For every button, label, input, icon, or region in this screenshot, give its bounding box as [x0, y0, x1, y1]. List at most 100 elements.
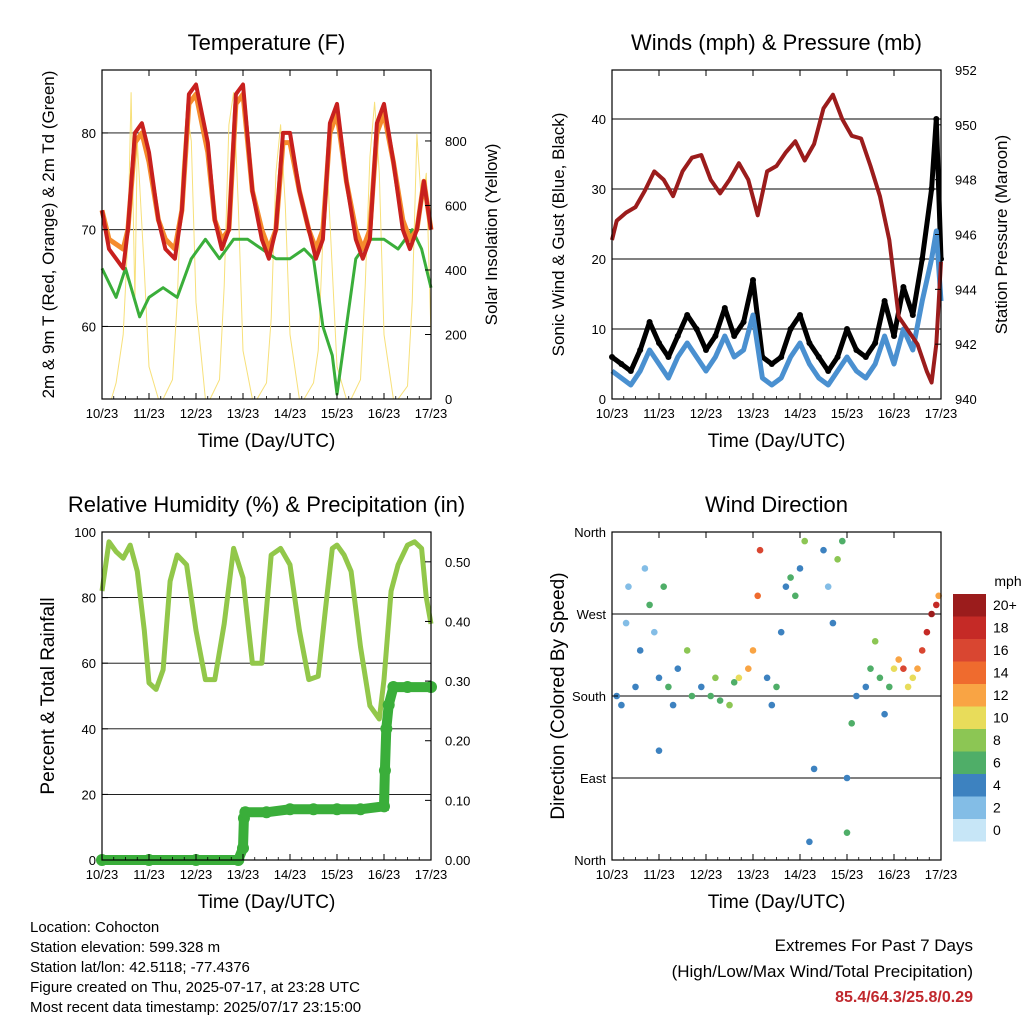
x-tick-label: 15/23	[321, 406, 354, 421]
wind-direction-point	[876, 674, 884, 682]
wind-direction-point	[862, 683, 870, 691]
precipitation-point	[284, 803, 296, 816]
wind-direction-point	[707, 692, 714, 700]
y-tick-label: 30	[592, 182, 606, 197]
y-tick-label: South	[572, 689, 606, 704]
wind-direction-point	[787, 574, 794, 581]
wind-direction-point	[909, 674, 917, 682]
wind-direction-point	[881, 710, 888, 718]
wind-direction-point	[820, 546, 827, 554]
wind-direction-point	[886, 683, 893, 691]
y-tick-label: 100	[74, 525, 96, 540]
y2-tick-label: 950	[955, 118, 977, 133]
y2-tick-label: 400	[445, 263, 467, 278]
gust-line	[610, 116, 944, 374]
legend-label: 14	[993, 665, 1009, 681]
wind-direction-point	[768, 701, 776, 709]
y-tick-label: North	[574, 525, 606, 540]
wind-direction-point	[674, 665, 682, 672]
y2-tick-label: 0.20	[445, 734, 470, 749]
precipitation-point	[260, 806, 273, 819]
x-tick-label: 11/23	[133, 867, 165, 882]
dewpoint-line	[100, 228, 433, 396]
wind-direction-point	[756, 546, 764, 554]
legend-label: 2	[993, 800, 1001, 816]
x-tick-label: 14/23	[274, 406, 307, 421]
wind-direction-point	[848, 720, 855, 727]
x-tick-label: 15/23	[321, 867, 354, 882]
wind-direction-point	[622, 619, 630, 627]
y-tick-label: 80	[82, 591, 96, 606]
wind-direction-point	[796, 565, 804, 572]
wind-direction-point	[935, 592, 942, 600]
y-tick-label: 60	[82, 656, 96, 671]
y2-tick-label: 0.10	[445, 793, 470, 808]
x-tick-label: 16/23	[368, 867, 401, 882]
legend-swatch	[953, 706, 986, 729]
y-tick-label: 10	[592, 322, 606, 337]
recent-data-text: Most recent data timestamp: 2025/07/17 2…	[30, 999, 362, 1016]
wind-direction-point	[900, 665, 907, 672]
wind-direction-point	[914, 665, 921, 672]
precipitation-point	[237, 842, 249, 855]
legend-label: 10	[993, 710, 1009, 726]
y2-tick-label: 952	[955, 63, 977, 78]
legend-swatch	[953, 684, 986, 707]
y2-tick-label: 200	[445, 327, 467, 342]
y-tick-label: 80	[82, 126, 96, 141]
legend-swatch	[953, 594, 986, 617]
x-tick-label: 13/23	[737, 406, 770, 421]
wind-direction-point	[730, 679, 738, 686]
y-tick-label: 40	[82, 722, 96, 737]
legend-swatch	[953, 639, 986, 662]
wind-direction-point	[923, 628, 931, 636]
wind-direction-point	[726, 701, 733, 709]
x-tick-label: 12/23	[690, 406, 723, 421]
legend-label: 8	[993, 732, 1001, 748]
x-tick-label: 15/23	[831, 406, 864, 421]
created-text: Figure created on Thu, 2025-07-17, at 23…	[30, 979, 360, 996]
legend-swatch	[953, 729, 986, 752]
precipitation-point	[239, 806, 252, 819]
wind-direction-point	[933, 601, 940, 609]
precipitation-point	[331, 803, 343, 816]
y-tick-label: 40	[592, 112, 606, 127]
legend-swatch	[953, 819, 986, 842]
x-tick-label: 13/23	[227, 406, 260, 421]
y-tick-label: 60	[82, 319, 96, 334]
humidity-ylabel: Percent & Total Rainfall	[38, 597, 59, 794]
precipitation-point	[307, 803, 320, 816]
legend-swatch	[953, 796, 986, 819]
x-tick-label: 10/23	[596, 867, 629, 882]
precipitation-point	[380, 722, 393, 735]
temperature-title: Temperature (F)	[188, 30, 346, 55]
wind-direction-point	[824, 583, 832, 590]
wind-direction-point	[688, 692, 696, 700]
winds-xlabel: Time (Day/UTC)	[708, 431, 846, 452]
wind-direction-point	[712, 674, 719, 682]
legend-label: 0	[993, 822, 1001, 838]
wind-direction-point	[763, 674, 771, 682]
y-tick-label: 20	[82, 787, 96, 802]
extremes-values: 85.4/64.3/25.8/0.29	[835, 989, 973, 1006]
legend-label: 6	[993, 755, 1001, 771]
legend-swatch	[953, 616, 986, 639]
x-tick-label: 16/23	[878, 867, 911, 882]
pressure-line	[610, 92, 943, 385]
y2-tick-label: 0.00	[445, 853, 470, 868]
humidity-xlabel: Time (Day/UTC)	[198, 892, 336, 913]
precipitation-point	[387, 681, 400, 694]
wind-direction-point	[867, 665, 874, 672]
wind-direction-point	[904, 683, 912, 691]
wind_direction-title: Wind Direction	[705, 492, 848, 517]
station-info: Location: Cohocton Station elevation: 59…	[30, 918, 361, 1018]
legend-label: 12	[993, 687, 1009, 703]
wind_direction-ylabel: Direction (Colored By Speed)	[548, 572, 569, 819]
wind-direction-point	[698, 683, 705, 691]
x-tick-label: 11/23	[643, 406, 675, 421]
extremes-title: Extremes For Past 7 Days	[774, 936, 973, 955]
legend-swatch	[953, 661, 986, 684]
wind-direction-point	[810, 765, 818, 773]
temperature-ylabel: 2m & 9m T (Red, Orange) & 2m Td (Green)	[39, 71, 58, 399]
y-tick-label: 20	[592, 252, 606, 267]
